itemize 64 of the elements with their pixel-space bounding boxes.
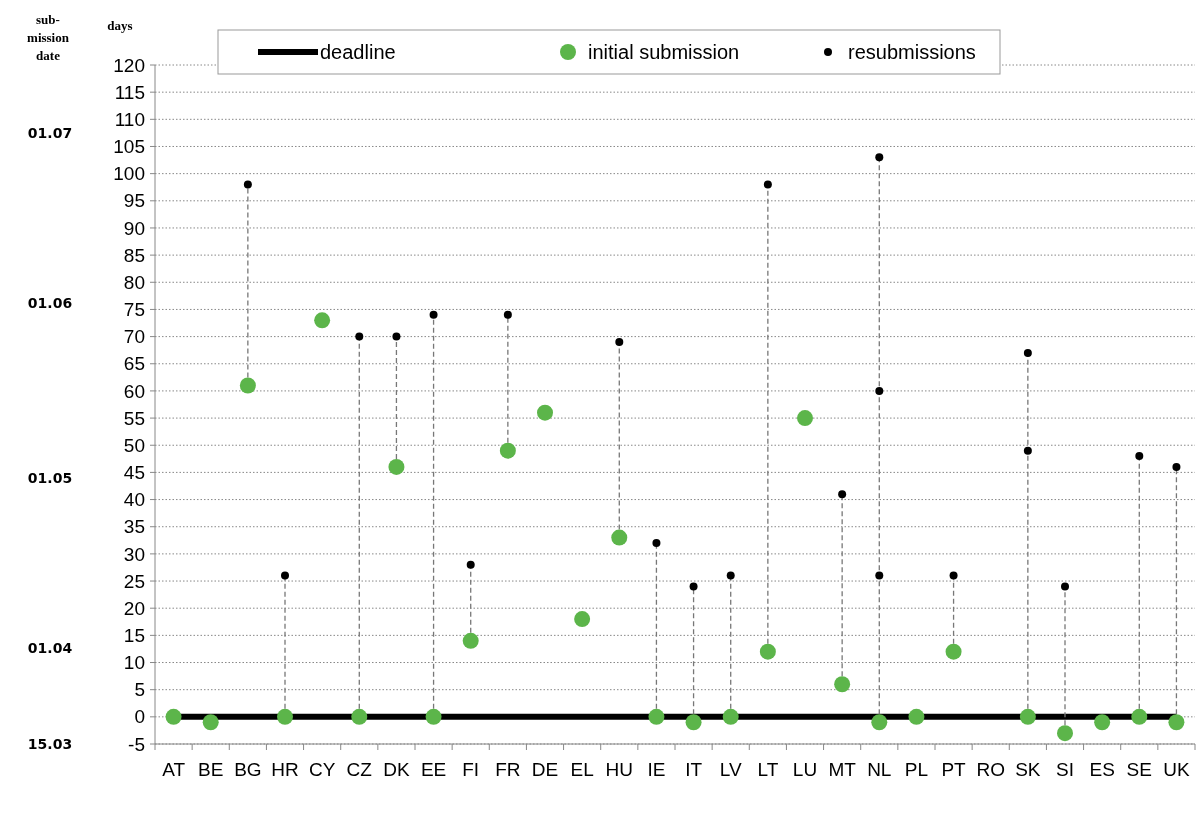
y2-axis-title: sub- mission date: [27, 12, 70, 63]
x-tick-label: EE: [420, 759, 447, 780]
x-tick-label: SE: [1126, 759, 1152, 780]
x-tick-label: CZ: [346, 759, 373, 780]
y-tick-label: 35: [123, 516, 145, 538]
legend-label: initial submission: [588, 41, 740, 63]
y2-tick-label: 01.05: [27, 469, 73, 486]
y-tick-label: 5: [134, 679, 145, 701]
legend-label: deadline: [320, 41, 396, 63]
y2-tick-label: 01.07: [27, 124, 73, 141]
x-tick-label: DE: [531, 759, 559, 780]
y2-tick-label: 01.06: [27, 294, 73, 311]
x-tick-label: ES: [1089, 759, 1115, 780]
y-tick-label: 80: [123, 271, 145, 293]
x-tick-label: BE: [198, 759, 224, 780]
x-tick-label: NL: [867, 759, 892, 780]
x-tick-label: FR: [495, 759, 521, 780]
y-tick-label: -5: [128, 733, 145, 755]
x-tick-label: RO: [976, 759, 1005, 780]
x-tick-label: PT: [941, 759, 967, 780]
y-tick-label: 95: [123, 190, 145, 212]
y-tick-label: 10: [123, 652, 145, 674]
y-tick-label: 40: [123, 489, 145, 511]
y-tick-label: 15: [123, 625, 145, 647]
y-axis-title: days: [107, 18, 133, 33]
legend-label: resubmissions: [848, 41, 976, 63]
x-tick-label: LT: [757, 759, 779, 780]
x-tick-label: HR: [271, 759, 299, 780]
x-tick-label: PL: [904, 759, 929, 780]
x-tick-label: IT: [685, 759, 703, 780]
y2-tick-label: 01.04: [27, 639, 73, 656]
y-tick-label: 50: [123, 434, 145, 456]
x-tick-label: LU: [792, 759, 818, 780]
y-tick-label: 105: [113, 136, 145, 158]
x-tick-label: EL: [570, 759, 594, 780]
y-tick-label: 65: [123, 353, 145, 375]
y-tick-label: 85: [123, 244, 145, 266]
y-tick-label: 55: [123, 407, 145, 429]
y-tick-label: 120: [113, 54, 145, 76]
y-tick-label: 45: [123, 462, 145, 484]
x-tick-label: DK: [383, 759, 410, 780]
y-tick-label: 20: [123, 597, 145, 619]
x-tick-label: LV: [719, 759, 742, 780]
y-tick-label: 30: [123, 543, 145, 565]
y-tick-label: 100: [113, 163, 145, 185]
x-tick-label: BG: [234, 759, 262, 780]
y-tick-label: 25: [123, 570, 145, 592]
x-tick-label: MT: [828, 759, 857, 780]
y-tick-label: 75: [123, 299, 145, 321]
y-tick-label: 70: [123, 326, 145, 348]
y-tick-label: 0: [134, 706, 145, 728]
y2-tick-label: 15.03: [27, 735, 73, 752]
x-tick-label: SI: [1056, 759, 1074, 780]
y-tick-label: 110: [114, 108, 145, 130]
x-tick-label: CY: [308, 759, 336, 780]
x-tick-label: HU: [605, 759, 634, 780]
y-tick-label: 115: [114, 81, 145, 103]
x-tick-label: AT: [162, 759, 186, 780]
x-tick-label: IE: [647, 759, 666, 780]
y-tick-label: 60: [123, 380, 145, 402]
x-tick-label: UK: [1163, 759, 1190, 780]
x-tick-label: FI: [462, 759, 480, 780]
x-tick-label: SK: [1015, 759, 1041, 780]
y-tick-label: 90: [123, 217, 145, 239]
